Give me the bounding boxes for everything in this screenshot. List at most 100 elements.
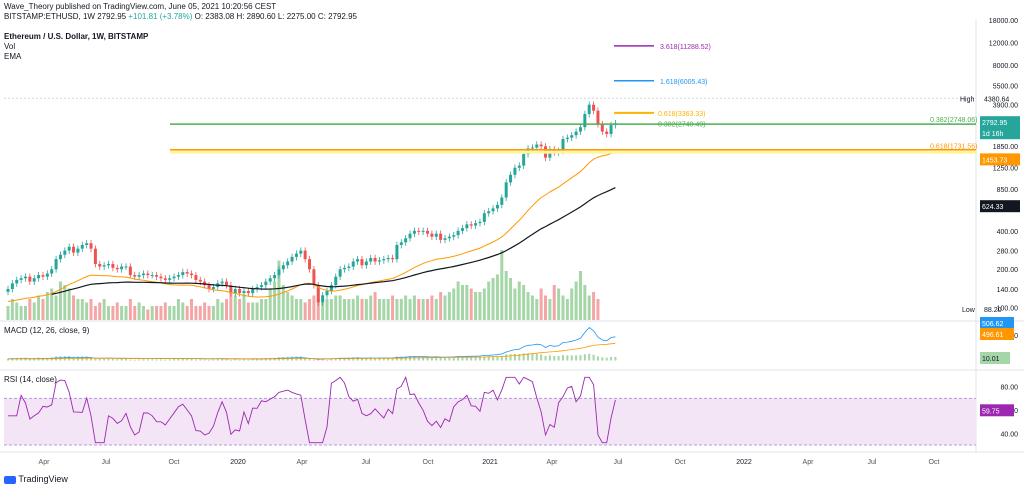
macd-hist-bar: [142, 359, 145, 361]
macd-hist-bar: [492, 356, 495, 361]
candle-body: [312, 269, 316, 286]
countdown-tag-bg: [980, 127, 1020, 140]
volume-bar: [544, 295, 548, 320]
volume-bar: [303, 302, 307, 320]
candle-body: [395, 244, 399, 260]
brand-label: TradingView: [18, 474, 68, 484]
candle-body: [233, 289, 237, 294]
volume-bar: [452, 288, 456, 320]
volume-bar: [150, 306, 154, 320]
candle-body: [303, 250, 307, 260]
quote-line: BITSTAMP:ETHUSD, 1W 2792.95 +101.81 (+3.…: [4, 12, 357, 21]
ema-fast-line: [7, 151, 616, 302]
candle-body: [98, 263, 102, 267]
volume-bar: [565, 299, 569, 320]
volume-bar: [259, 299, 263, 320]
volume-bar: [10, 299, 14, 320]
candle-body: [259, 285, 263, 288]
volume-bar: [190, 299, 194, 320]
legend-vol: Vol: [4, 42, 16, 51]
candle-body: [535, 144, 539, 148]
volume-bar: [412, 295, 416, 320]
candle-body: [565, 137, 569, 140]
candle-body: [377, 260, 381, 262]
candle-body: [124, 266, 128, 268]
candle-body: [190, 273, 194, 276]
volume-bar: [181, 302, 185, 320]
macd-hist-bar: [610, 356, 613, 361]
macd-hist-bar: [465, 356, 468, 361]
volume-bar: [102, 299, 106, 320]
candle-body: [517, 165, 521, 168]
volume-bar: [273, 281, 277, 320]
candle-body: [281, 265, 285, 270]
candle-body: [583, 113, 587, 128]
candle-body: [561, 139, 565, 151]
macd-hist-bar: [474, 357, 477, 361]
candle-body: [487, 211, 491, 214]
candle-body: [443, 238, 447, 240]
volume-bar: [522, 285, 526, 320]
volume-bar: [141, 306, 145, 320]
rsi-band: [4, 398, 976, 445]
volume-bar: [225, 299, 228, 320]
macd-hist-bar: [605, 357, 608, 361]
candle-body: [225, 281, 228, 286]
volume-bar: [159, 306, 163, 320]
macd-hist-bar: [422, 356, 425, 361]
time-axis-label: Jul: [362, 459, 371, 466]
candle-body: [146, 273, 150, 276]
price-tick-label: 100.00: [997, 306, 1019, 313]
candle-body: [50, 269, 54, 274]
volume-bar: [426, 299, 430, 320]
macd-hist-bar: [387, 357, 390, 361]
volume-bar: [128, 299, 132, 320]
volume-bar: [290, 295, 294, 320]
volume-bar: [229, 292, 233, 320]
volume-bar: [15, 302, 19, 320]
rsi-tick: 80.00: [1000, 385, 1018, 392]
macd-hist-bar: [269, 358, 272, 361]
candle-body: [530, 147, 534, 149]
low-value: 88.20: [984, 307, 1002, 314]
volume-bar: [469, 288, 473, 320]
macd-hist-bar: [548, 355, 551, 361]
price-tick-label: 12000.00: [989, 40, 1018, 47]
volume-bar: [233, 295, 237, 320]
candle-body: [277, 269, 281, 276]
macd-hist-bar: [540, 354, 543, 361]
macd-hist-bar: [181, 358, 184, 361]
candle-body: [495, 204, 499, 209]
macd-hist-bar: [199, 359, 202, 361]
candle-body: [522, 154, 526, 166]
candle-body: [264, 281, 268, 286]
macd-hist-bar: [557, 356, 560, 361]
volume-bar: [474, 292, 478, 320]
candle-body: [85, 243, 89, 245]
candle-body: [334, 276, 338, 286]
low-label: Low: [962, 307, 976, 314]
candle-body: [329, 285, 333, 292]
macd-hist-bar: [260, 358, 263, 361]
volume-bar: [246, 302, 250, 320]
volume-bar: [526, 292, 530, 320]
macd-hist-bar: [596, 356, 599, 361]
macd-hist-bar: [41, 357, 44, 361]
candle-body: [500, 197, 504, 205]
volume-bar: [334, 295, 338, 320]
time-axis-label: Oct: [169, 459, 180, 466]
candle-body: [439, 233, 443, 240]
candle-body: [251, 289, 255, 294]
candle-body: [93, 248, 97, 264]
macd-hist-bar: [439, 357, 442, 361]
volume-bar: [329, 299, 333, 320]
macd-hist-bar: [304, 357, 307, 361]
volume-bar: [216, 299, 220, 320]
candle-body: [299, 250, 303, 254]
macd-value-tag-bg: [980, 317, 1014, 329]
candle-body: [58, 254, 62, 260]
volume-bar: [28, 299, 32, 320]
volume-bar: [434, 299, 438, 320]
macd-hist-bar: [566, 355, 569, 361]
